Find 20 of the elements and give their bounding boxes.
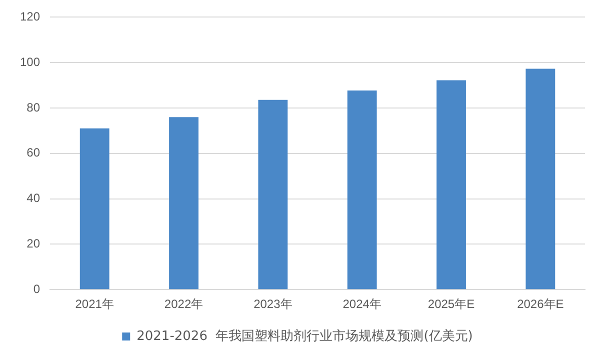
y-tick-label: 20 bbox=[26, 236, 40, 251]
bar bbox=[436, 80, 466, 290]
x-tick-label: 2026年E bbox=[517, 297, 564, 312]
x-tick-label: 2021年 bbox=[75, 297, 114, 312]
y-tick-label: 80 bbox=[26, 100, 40, 114]
y-tick-label: 0 bbox=[33, 282, 40, 296]
bar bbox=[169, 117, 198, 290]
bar bbox=[80, 128, 110, 290]
bar bbox=[526, 68, 556, 290]
bar bbox=[258, 100, 288, 290]
x-tick-label: 2022年 bbox=[164, 297, 204, 312]
x-tick-label: 2024年 bbox=[342, 297, 382, 312]
y-tick-label: 120 bbox=[20, 10, 40, 24]
legend-label: 2021-2026 年我国塑料助剂行业市场规模及预测(亿美元) bbox=[136, 328, 473, 344]
bar bbox=[347, 90, 377, 290]
x-tick-label: 2023年 bbox=[254, 297, 292, 312]
y-tick-label: 40 bbox=[26, 191, 40, 206]
y-tick-label: 60 bbox=[26, 146, 40, 160]
y-tick-label: 100 bbox=[20, 54, 40, 69]
x-tick-label: 2025年E bbox=[428, 297, 475, 312]
